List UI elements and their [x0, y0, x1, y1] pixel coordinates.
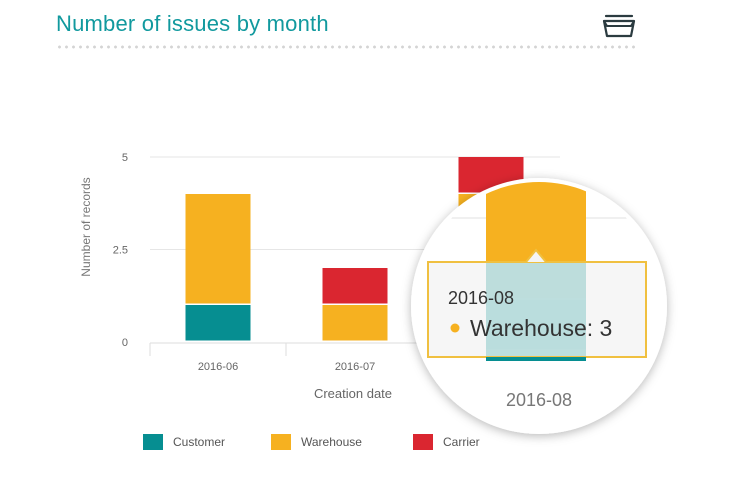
- legend-swatch-carrier: [413, 434, 433, 450]
- bar-2016-06-customer[interactable]: [185, 305, 251, 341]
- x-axis-label: Creation date: [314, 386, 392, 401]
- tooltip-title: 2016-08: [448, 288, 514, 308]
- y-tick-label-1: 2.5: [113, 245, 128, 257]
- legend-item-customer[interactable]: Customer: [143, 434, 227, 450]
- y-axis-label: Number of records: [79, 177, 93, 276]
- tray-icon[interactable]: [600, 12, 638, 40]
- tooltip-highlight: [486, 263, 586, 356]
- magnifier-content: 2016-08 Warehouse: 3 2016-08: [415, 96, 663, 410]
- y-tick-label-0: 0: [122, 337, 128, 349]
- tooltip-series-dot: [450, 323, 460, 333]
- title-divider: [56, 45, 636, 49]
- chart-legend: Customer Warehouse Carrier: [143, 433, 524, 451]
- lens-bar-customer-edge: [486, 357, 586, 361]
- x-tick-label-2016-06: 2016-06: [198, 361, 238, 373]
- x-tick-label-2016-07: 2016-07: [335, 361, 375, 373]
- tooltip-value: Warehouse: 3: [470, 315, 612, 341]
- legend-item-carrier[interactable]: Carrier: [413, 434, 480, 450]
- legend-swatch-warehouse: [271, 434, 291, 450]
- bar-2016-06-warehouse[interactable]: [185, 194, 251, 304]
- legend-label-warehouse: Warehouse: [301, 435, 362, 449]
- chart-title: Number of issues by month: [56, 11, 329, 36]
- legend-label-carrier: Carrier: [443, 435, 480, 449]
- y-tick-label-2: 5: [122, 152, 128, 164]
- legend-swatch-customer: [143, 434, 163, 450]
- legend-item-warehouse[interactable]: Warehouse: [271, 434, 369, 450]
- bar-2016-07-carrier[interactable]: [322, 268, 388, 304]
- tooltip-pointer: [525, 248, 547, 263]
- lens-bar-carrier[interactable]: [486, 96, 586, 145]
- lens-category-label: 2016-08: [506, 390, 572, 410]
- legend-label-customer: Customer: [173, 435, 226, 449]
- bar-2016-07-warehouse[interactable]: [322, 305, 388, 341]
